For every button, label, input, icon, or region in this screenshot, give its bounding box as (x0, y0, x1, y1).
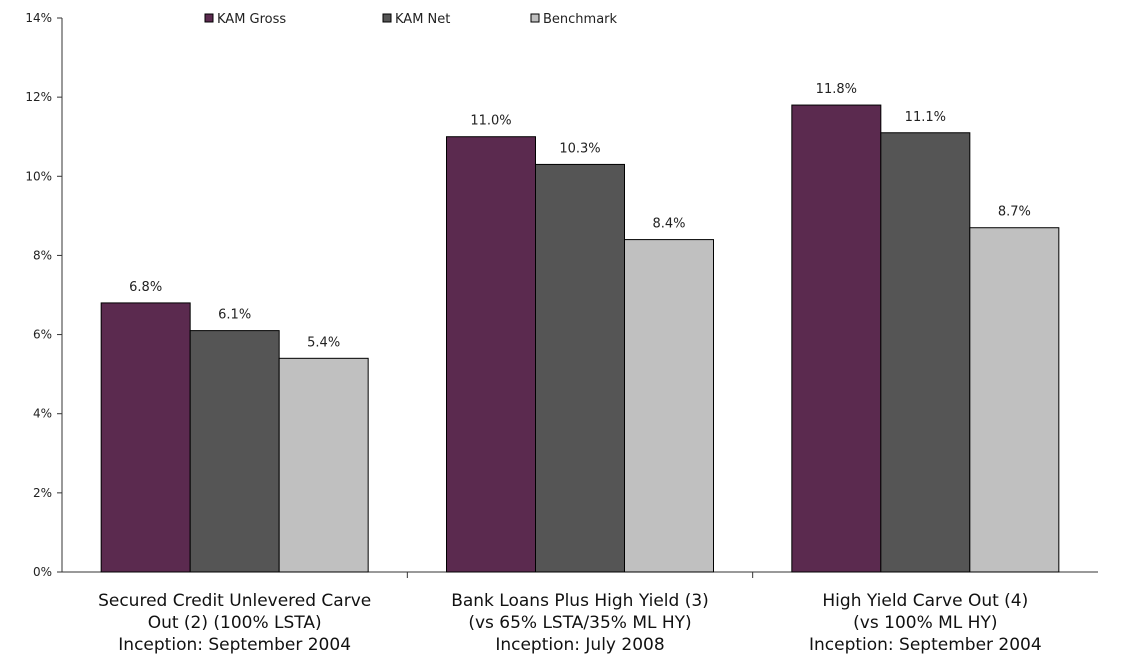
data-label: 6.8% (129, 280, 162, 295)
x-category-label: (vs 65% LSTA/35% ML HY) (468, 613, 691, 633)
x-category-label: High Yield Carve Out (4) (822, 591, 1028, 611)
bar (791, 104, 882, 573)
data-label: 10.3% (559, 141, 600, 156)
y-tick-label: 6% (33, 328, 52, 342)
y-tick-label: 12% (25, 90, 52, 104)
y-tick-label: 0% (33, 565, 52, 579)
legend-label: KAM Gross (217, 12, 286, 27)
bar (535, 163, 625, 573)
x-category-label: (vs 100% ML HY) (853, 613, 997, 633)
x-category-label: Inception: July 2008 (495, 635, 664, 655)
bar (969, 227, 1060, 573)
data-label: 8.7% (998, 205, 1031, 220)
x-category-label: Secured Credit Unlevered Carve (98, 591, 371, 611)
bar (278, 357, 369, 573)
legend-label: Benchmark (543, 12, 618, 27)
data-label: 5.4% (307, 335, 340, 350)
bar (624, 239, 714, 573)
data-label: 11.0% (470, 114, 511, 129)
legend-swatch (382, 13, 392, 23)
bar (880, 132, 971, 573)
y-tick-label: 14% (25, 11, 52, 25)
data-label: 11.8% (816, 82, 857, 97)
legend-swatch (204, 13, 214, 23)
y-tick-label: 10% (25, 169, 52, 183)
bar (189, 330, 280, 573)
bar (446, 136, 536, 573)
y-tick-label: 2% (33, 486, 52, 500)
data-label: 11.1% (905, 110, 946, 125)
x-category-label: Inception: September 2004 (809, 635, 1042, 655)
legend-label: KAM Net (395, 12, 450, 27)
y-tick-label: 8% (33, 248, 52, 262)
x-category-label: Out (2) (100% LSTA) (148, 613, 322, 633)
x-category-label: Bank Loans Plus High Yield (3) (451, 591, 709, 611)
bar (100, 302, 191, 573)
x-category-label: Inception: September 2004 (118, 635, 351, 655)
legend-swatch (530, 13, 540, 23)
y-tick-label: 4% (33, 407, 52, 421)
data-label: 6.1% (218, 308, 251, 323)
data-label: 8.4% (652, 217, 685, 232)
